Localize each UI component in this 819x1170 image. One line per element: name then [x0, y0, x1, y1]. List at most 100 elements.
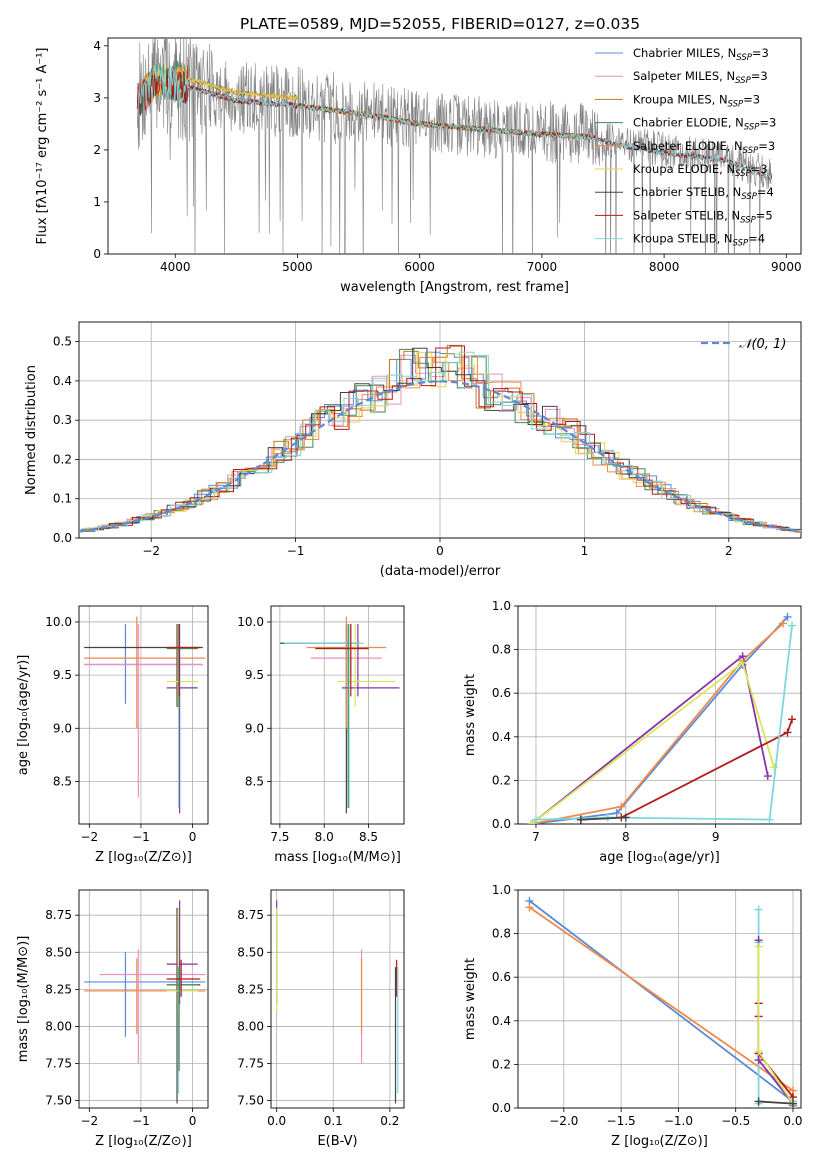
weight-marker-extra_yellowgreen [754, 1047, 763, 1056]
legend-label-suffix: =4 [748, 232, 765, 246]
legend-label: Salpeter STELIB, NSSP=5 [633, 208, 773, 225]
y-tick-label: 0.1 [53, 492, 72, 506]
weight-marker-chabrier_stelib [576, 815, 585, 824]
y-tick-label: 10.0 [237, 615, 264, 629]
y-axis-label: age [log₁₀(age/yr)] [16, 655, 31, 776]
weight-marker-extra_yellowgreen [738, 658, 747, 667]
y-tick-label: 0.0 [492, 1101, 511, 1115]
y-tick-label: 0.6 [492, 686, 511, 700]
observed-spectrum-line [137, 38, 772, 254]
y-tick-label: 0.8 [492, 927, 511, 941]
weight-marker-salpeter_elodie [525, 903, 534, 912]
age-vs-z-panel: −2 −1 0 8.5 9.0 9.5 10.0 Z [log₁₀(Z/Z⊙)] age [lo… [16, 605, 209, 865]
weight-marker-extra_yellowgreen [754, 942, 763, 951]
x-tick-label: 7000 [527, 260, 558, 274]
y-tick-label: 7.50 [237, 1094, 264, 1108]
weight-marker-kroupa_stelib [754, 905, 763, 914]
mass-vs-ebv-plot-area [276, 900, 399, 1104]
spectrum-panel: 4000 5000 6000 7000 8000 9000 0 1 2 3 4 wavelength … [35, 37, 802, 295]
axes-frame [78, 889, 209, 1109]
x-axis-label: Z [log₁₀(Z/Z⊙)] [611, 1134, 708, 1149]
model-spectrum-salpeter_stelib [136, 67, 773, 181]
weight-line-salpeter_stelib [580, 719, 793, 821]
y-tick-label: 1.0 [492, 883, 511, 897]
plot-layer: 4000 5000 6000 7000 8000 900001234wavelength … [16, 37, 803, 1149]
y-tick-label: 10.0 [45, 615, 72, 629]
x-tick-label: 6000 [404, 260, 435, 274]
y-tick-label: 8.00 [45, 1019, 72, 1033]
legend-label-main: Salpeter MILES, N [633, 69, 735, 83]
x-tick-label: 9 [712, 830, 720, 844]
weight-marker-salpeter_elodie [779, 619, 788, 628]
y-tick-label: 8.50 [237, 945, 264, 959]
y-tick-label: 0.5 [53, 335, 72, 349]
y-tick-label: 1.0 [492, 599, 511, 613]
axes-frame [517, 605, 802, 825]
x-tick-label: −0.5 [721, 1114, 750, 1128]
mass-vs-z-plot-area [84, 900, 206, 1104]
y-tick-label: 2 [93, 143, 101, 157]
x-tick-label: 2 [725, 544, 733, 558]
y-tick-label: 9.0 [53, 721, 72, 735]
x-axis-label: mass [log₁₀(M/M⊙)] [274, 850, 401, 865]
x-tick-label: 9000 [771, 260, 802, 274]
legend-label-sub: SSP [735, 76, 751, 86]
legend-label-main: Chabrier MILES, N [633, 46, 736, 60]
gaussian-curve [79, 380, 801, 533]
weight-vs-z-plot-area [525, 896, 797, 1108]
y-tick-label: 0.2 [492, 773, 511, 787]
y-tick-label: 0.0 [53, 531, 72, 545]
weight-marker-kroupa_stelib [765, 815, 774, 824]
legend-label-suffix: =3 [752, 46, 769, 60]
y-tick-label: 0 [93, 247, 101, 261]
legend-label: Kroupa ELODIE, NSSP=3 [633, 162, 768, 179]
legend-label-main: Chabrier ELODIE, N [633, 116, 744, 130]
x-tick-label: 0.2 [380, 1114, 399, 1128]
legend-label-suffix: =3 [751, 162, 768, 176]
y-tick-label: 1 [93, 195, 101, 209]
y-tick-label: 0.6 [492, 970, 511, 984]
legend-label-main: Kroupa STELIB, N [633, 232, 733, 246]
x-tick-label: −2 [142, 544, 160, 558]
x-tick-label: 0.0 [783, 1114, 802, 1128]
weight-marker-kroupa_stelib [788, 621, 797, 630]
axes-frame [78, 321, 802, 539]
histogram-kroupa_elodie [79, 352, 801, 533]
y-tick-label: 0.4 [492, 1014, 511, 1028]
legend-label: Chabrier STELIB, NSSP=4 [633, 185, 774, 202]
x-tick-label: −1 [132, 830, 150, 844]
legend-label-sub: SSP [733, 239, 749, 249]
weight-marker-extra_purple [754, 1056, 763, 1065]
y-axis-label: mass weight [463, 674, 478, 756]
axes-frame [270, 889, 405, 1109]
x-tick-label: 0 [436, 544, 444, 558]
x-tick-label: −2 [80, 1114, 98, 1128]
gaussian-legend-label: 𝒩(0, 1) [739, 337, 786, 352]
y-tick-label: 8.25 [45, 982, 72, 996]
x-axis-label: age [log₁₀(age/yr)] [599, 850, 720, 865]
x-tick-label: 8.0 [315, 830, 334, 844]
mass-vs-z-panel: −2 −1 0 7.50 7.75 8.00 8.25 8.50 8.75 Z [log₁₀(Z/… [16, 889, 209, 1149]
y-tick-label: 0.0 [492, 817, 511, 831]
x-tick-label: −1.5 [607, 1114, 636, 1128]
weight-line-kroupa_stelib [535, 625, 793, 821]
y-tick-label: 0.4 [492, 730, 511, 744]
legend-label: Kroupa STELIB, NSSP=4 [633, 232, 765, 249]
x-tick-label: 4000 [160, 260, 191, 274]
legend-label-sub: SSP [735, 169, 751, 179]
y-tick-label: 8.75 [45, 908, 72, 922]
age-vs-mass-panel: 7.5 8.0 8.5 8.5 9.0 9.5 10.0 mass [log₁₀(M/M⊙)] [237, 605, 405, 865]
weight-marker-chabrier_miles [612, 809, 621, 818]
weight-line-extra_purple [530, 654, 769, 824]
x-tick-label: 0 [189, 830, 197, 844]
y-tick-label: 0.2 [492, 1057, 511, 1071]
weight-vs-z-panel: −2.0 −1.5 −1.0 −0.5 0.0 0.0 0.2 0.4 0.6 0.8 1.0 Z [… [463, 883, 803, 1149]
residuals-plot-area [79, 344, 801, 534]
x-tick-label: −2.0 [549, 1114, 578, 1128]
legend-label: Chabrier ELODIE, NSSP=3 [633, 116, 776, 133]
y-tick-label: 0.4 [53, 374, 72, 388]
axes-frame [78, 605, 209, 825]
y-axis-label: mass weight [463, 958, 478, 1040]
y-tick-label: 8.75 [237, 908, 264, 922]
